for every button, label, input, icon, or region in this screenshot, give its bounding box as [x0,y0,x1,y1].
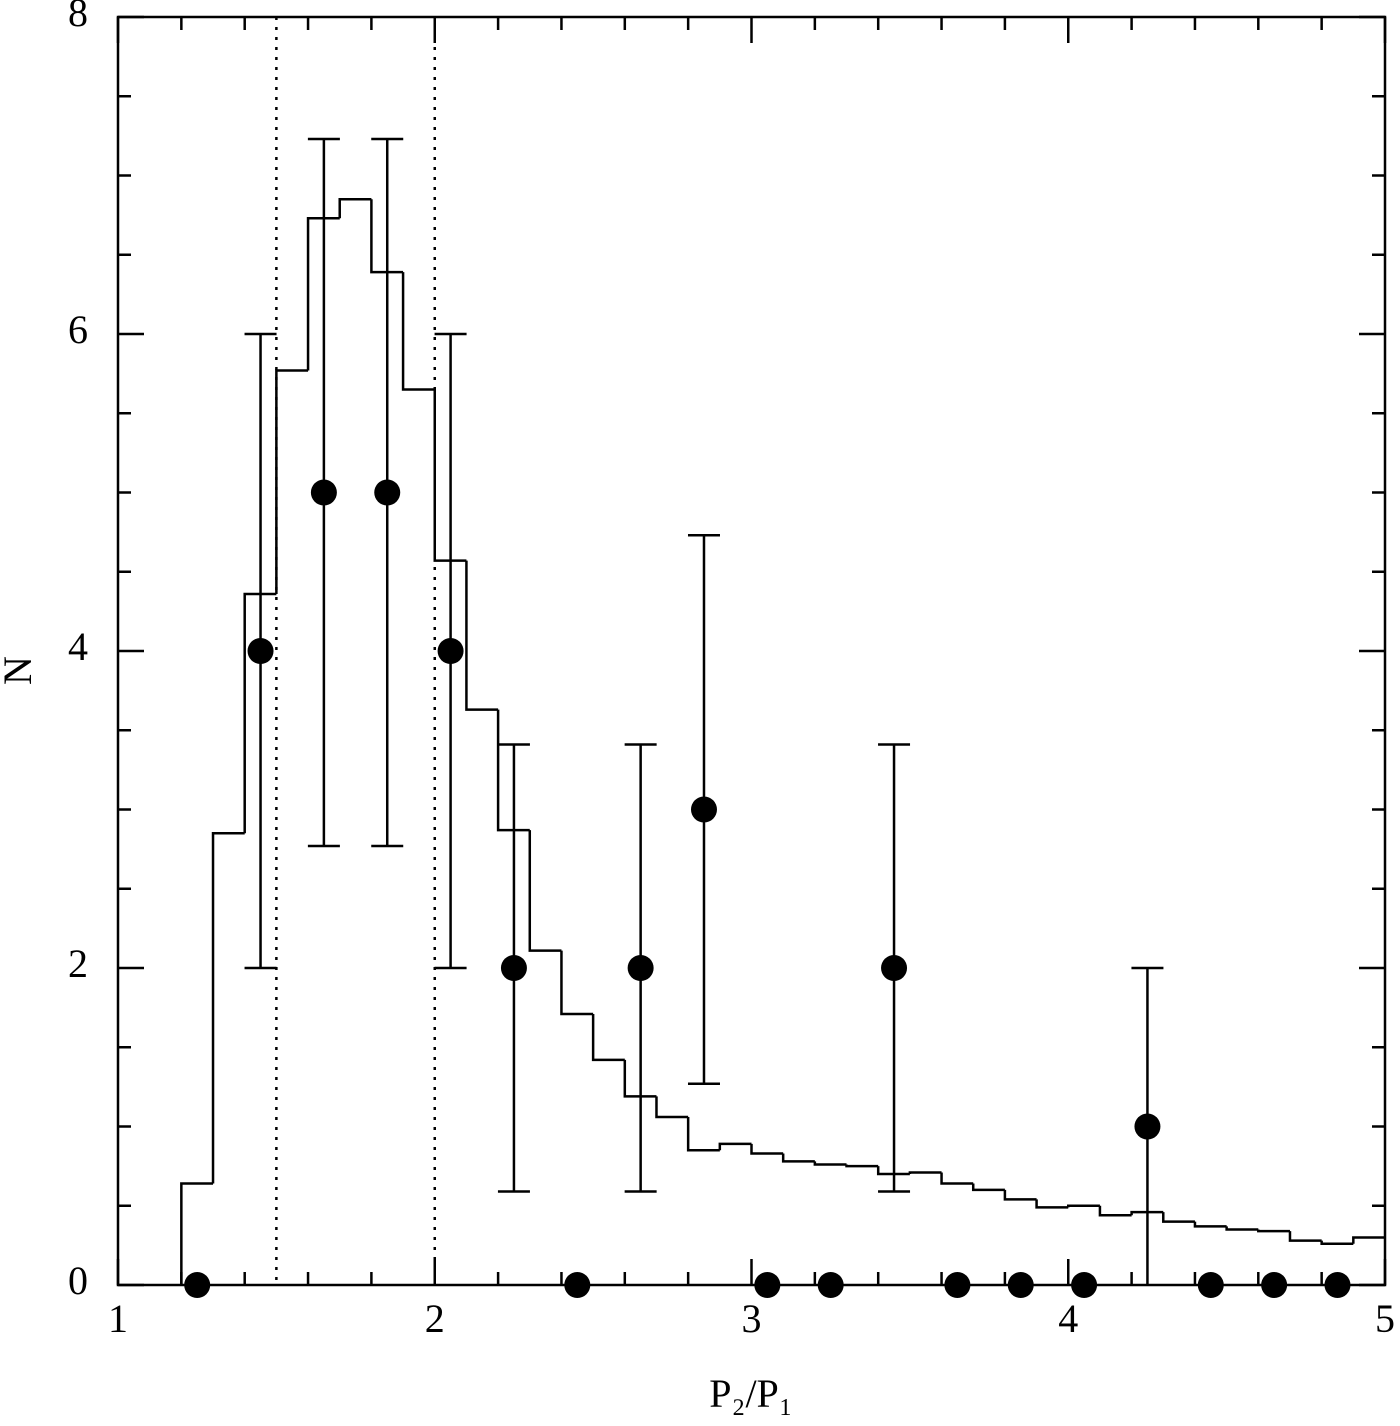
histogram-step [1225,1226,1259,1231]
histogram-step [560,950,594,1016]
histogram-step [243,592,277,834]
y-axis-label: N [0,656,40,685]
data-point [754,1272,781,1298]
y-tick-label: 8 [68,0,88,35]
histogram-step [718,1142,752,1151]
data-point [1261,1272,1288,1298]
histogram-step [1257,1229,1290,1233]
histogram-step [338,198,372,219]
histogram-step [275,369,309,594]
histogram-step [306,217,340,371]
histogram-step [211,832,245,1184]
histogram-step [908,1171,942,1175]
histogram-step [940,1172,974,1185]
histogram-step [876,1166,910,1176]
y-tick-label: 2 [68,941,88,986]
data-point [881,955,908,981]
data-point [437,638,464,664]
x-tick-label: 2 [425,1296,445,1341]
x-axis-label: P₂/P₁ [709,1371,793,1416]
data-point [564,1272,591,1298]
histogram-step [401,272,435,391]
plot-frame [116,15,1387,1287]
y-tick-label: 6 [68,307,88,352]
data-point [1071,1272,1098,1298]
y-tick-label: 0 [68,1258,88,1303]
histogram-step [845,1164,879,1168]
histogram-step [971,1183,1005,1192]
histogram-step [465,560,499,711]
histogram-step [1320,1240,1354,1246]
histogram-step [1288,1231,1322,1242]
histogram-step [1162,1212,1195,1223]
x-tick-label: 5 [1375,1296,1395,1341]
histogram-step [1352,1236,1385,1244]
data-point [817,1272,844,1298]
data-point [1134,1113,1161,1140]
histogram-step [655,1096,689,1119]
data-point [184,1272,211,1298]
histogram-step [433,389,467,562]
histogram-step [1098,1205,1132,1217]
data-point [310,479,337,506]
histogram-step [180,1182,214,1285]
histogram-step [1035,1199,1069,1209]
histogram-step [591,1013,625,1062]
x-tick-label: 3 [742,1296,762,1341]
histogram-step [1193,1221,1227,1228]
y-tick-label: 4 [68,624,88,669]
x-tick-label: 1 [108,1296,128,1341]
histogram-step [528,830,562,952]
data-point [1324,1272,1351,1298]
data-point [944,1272,971,1298]
histogram-step [623,1059,657,1098]
data-point [1197,1272,1224,1298]
data-point [247,638,274,664]
histogram-step [1067,1204,1100,1208]
histogram-step [496,709,530,832]
data-point [627,955,654,981]
histogram-step [686,1116,720,1152]
histogram-step [370,199,404,274]
data-point [690,796,717,823]
data-point [374,479,401,506]
data-point [500,955,527,981]
histogram-step [813,1161,847,1166]
histogram-step [1130,1210,1164,1216]
x-tick-label: 4 [1058,1296,1078,1341]
histogram-step [781,1153,815,1163]
histogram-step [750,1143,784,1155]
data-point [1007,1272,1034,1298]
histogram-step [1003,1189,1037,1201]
